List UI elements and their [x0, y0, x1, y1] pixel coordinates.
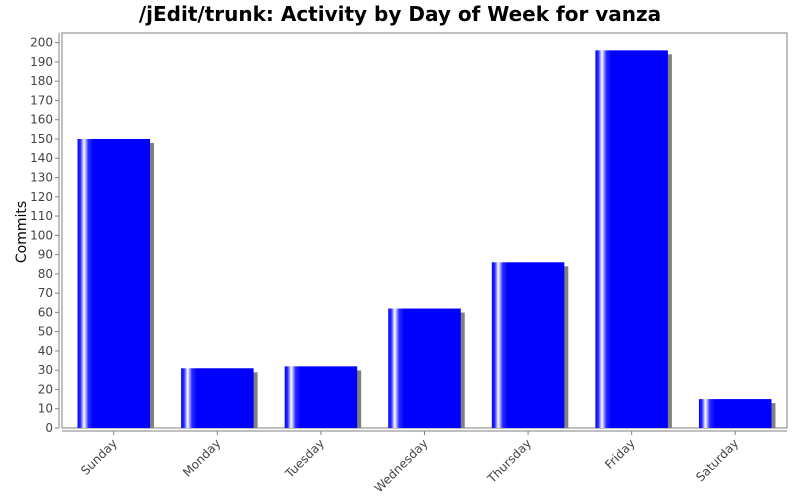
bar-monday: [181, 368, 254, 428]
y-tick-label: 110: [30, 209, 53, 223]
bar-saturday: [698, 399, 772, 428]
x-tick-label: Wednesday: [372, 436, 431, 495]
y-tick-label: 100: [30, 228, 53, 242]
x-tick-label: Saturday: [693, 436, 741, 484]
chart-title: /jEdit/trunk: Activity by Day of Week fo…: [138, 2, 662, 26]
y-tick-label: 170: [30, 93, 53, 107]
bar-tuesday: [284, 366, 358, 428]
x-tick-label: Thursday: [484, 436, 534, 486]
y-tick-label: 10: [38, 402, 53, 416]
y-tick-label: 200: [30, 36, 53, 50]
y-tick-label: 150: [30, 132, 53, 146]
y-tick-label: 40: [38, 344, 53, 358]
y-tick-label: 130: [30, 171, 53, 185]
x-tick-label: Tuesday: [282, 436, 327, 481]
x-tick-label: Monday: [180, 436, 223, 479]
y-tick-label: 0: [45, 421, 53, 435]
y-tick-label: 20: [38, 382, 53, 396]
y-tick-label: 70: [38, 286, 53, 300]
bar-friday: [595, 50, 668, 429]
y-tick-label: 190: [30, 55, 53, 69]
y-tick-label: 180: [30, 74, 53, 88]
x-tick-label: Sunday: [78, 436, 120, 478]
y-tick-label: 120: [30, 190, 53, 204]
x-tick-label: Friday: [602, 436, 638, 472]
y-tick-label: 80: [38, 267, 53, 281]
y-axis-title: Commits: [14, 201, 30, 263]
bar-wednesday: [388, 308, 461, 428]
bar-sunday: [77, 138, 151, 428]
y-axis: 0 10 20 30 40 50 60 70 80 90 100 110 120 130 140 150 160…: [30, 33, 60, 435]
y-tick-label: 160: [30, 113, 53, 127]
y-tick-label: 60: [38, 305, 53, 319]
y-tick-label: 90: [38, 248, 53, 262]
y-tick-label: 140: [30, 151, 53, 165]
x-axis: Sunday Monday Tuesday Wednesday Thursday Frid…: [62, 430, 787, 495]
y-tick-label: 50: [38, 325, 53, 339]
y-tick-label: 30: [38, 363, 53, 377]
bar-thursday: [491, 262, 565, 428]
bars: [77, 50, 776, 429]
